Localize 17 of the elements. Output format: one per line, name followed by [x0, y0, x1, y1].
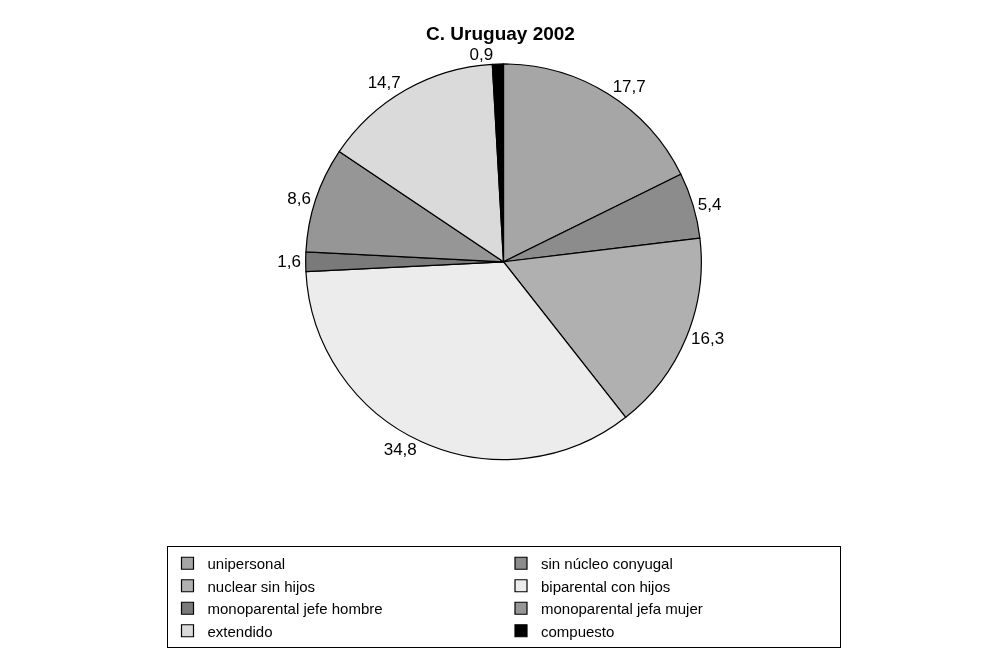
data-label: 16,3: [691, 329, 725, 349]
data-label: 17,7: [612, 77, 646, 97]
data-label: 0,9: [469, 45, 494, 65]
legend-label: compuesto: [541, 622, 615, 640]
data-label: 1,6: [277, 252, 301, 272]
legend-label: monoparental jefe hombre: [207, 600, 383, 618]
legend-label: nuclear sin hijos: [207, 577, 316, 595]
legend-label: sin núcleo conyugal: [541, 555, 673, 573]
legend-label: biparental con hijos: [541, 577, 671, 595]
data-label: 34,8: [383, 440, 417, 460]
legend-label: unipersonal: [207, 555, 286, 573]
legend-label: extendido: [207, 622, 273, 640]
data-label: 14,7: [367, 73, 401, 93]
legend-label: monoparental jefa mujer: [541, 600, 703, 618]
data-label: 8,6: [287, 189, 311, 209]
chart-title: C. Uruguay 2002: [426, 23, 575, 45]
data-label: 5,4: [697, 195, 722, 215]
